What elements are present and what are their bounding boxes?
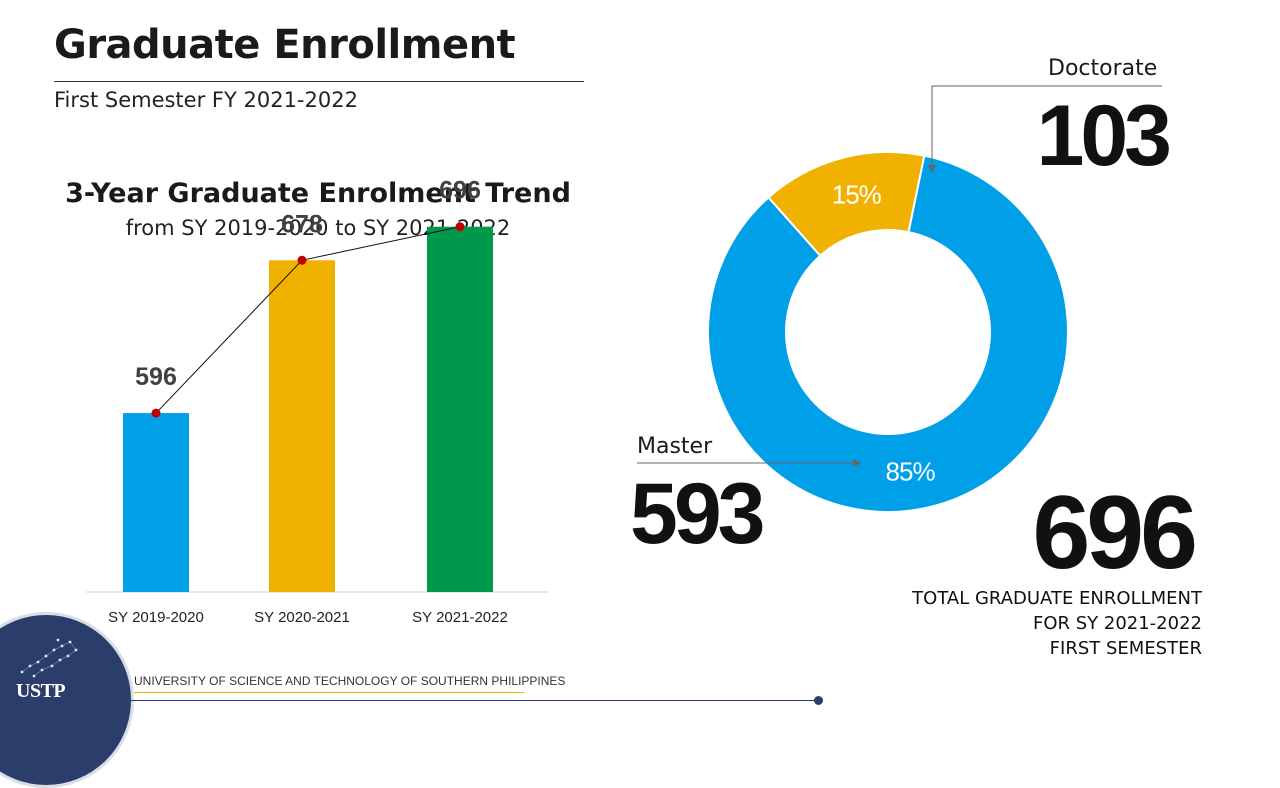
page-title: Graduate Enrollment <box>54 22 516 68</box>
donut-pct-master: 85% <box>886 456 936 486</box>
x-tick-label: SY 2019-2020 <box>108 609 204 626</box>
footer-rule-dot <box>814 696 823 705</box>
total-caption-line-3: FIRST SEMESTER <box>1049 638 1202 659</box>
total-caption-line-2: FOR SY 2021-2022 <box>1032 613 1202 634</box>
doctorate-label: Doctorate <box>1048 56 1158 81</box>
page-subtitle: First Semester FY 2021-2022 <box>54 88 358 112</box>
doctorate-leader-line <box>931 85 1162 166</box>
logo-wordmark: USTP <box>16 680 66 702</box>
total-caption-line-1: TOTAL GRADUATE ENROLLMENT <box>912 588 1202 609</box>
donut-pct-doctorate: 15% <box>832 180 882 210</box>
constellation-icon <box>20 638 78 678</box>
master-label: Master <box>637 434 713 459</box>
x-tick-label: SY 2021-2022 <box>412 609 508 626</box>
doctorate-count: 103 <box>1036 88 1172 184</box>
footer-navy-rule <box>120 700 818 701</box>
title-divider <box>54 81 584 82</box>
bar-value-label: 596 <box>135 363 177 391</box>
master-count: 593 <box>630 466 765 562</box>
bar-value-label: 678 <box>281 210 323 238</box>
doctorate-leader-arrow <box>928 165 936 173</box>
footer-university-name: UNIVERSITY OF SCIENCE AND TECHNOLOGY OF … <box>134 674 566 688</box>
program-donut-chart: 15% 85% <box>637 85 1162 513</box>
trend-marker-SY 2020-2021 <box>297 255 307 265</box>
total-enrollment-count: 696 <box>1032 475 1198 591</box>
bar-value-label: 696 <box>439 177 481 205</box>
trend-marker-SY 2021-2022 <box>455 222 465 232</box>
bar-SY 2019-2020 <box>123 413 189 592</box>
bar-SY 2021-2022 <box>427 226 493 592</box>
donut-slice-master <box>707 154 1069 513</box>
master-leader-arrow <box>853 459 861 467</box>
x-tick-label: SY 2020-2021 <box>254 609 350 626</box>
total-enrollment-caption: TOTAL GRADUATE ENROLLMENT FOR SY 2021-20… <box>912 586 1202 661</box>
enrolment-trend-chart: 596 SY 2019-2020 678 SY 2020-2021 696 SY 2021… <box>86 177 548 626</box>
trend-chart-title: 3-Year Graduate Enrolment Trend <box>65 178 571 209</box>
trend-marker-SY 2019-2020 <box>151 408 161 418</box>
footer-gold-rule <box>134 692 524 693</box>
bar-SY 2020-2021 <box>269 260 335 592</box>
